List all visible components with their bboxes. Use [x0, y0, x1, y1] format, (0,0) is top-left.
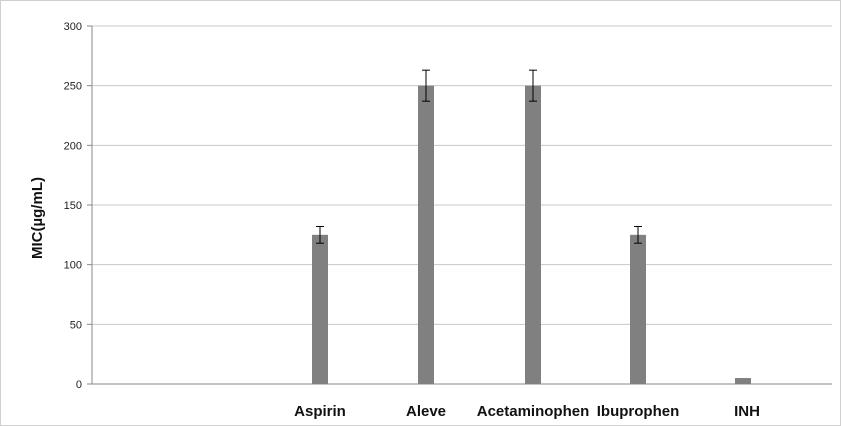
y-tick-label: 250	[64, 81, 82, 93]
category-label-aleve: Aleve	[406, 403, 446, 420]
y-tick-label: 150	[64, 200, 82, 212]
y-tick-label: 100	[64, 260, 82, 272]
category-label-ibuprophen: Ibuprophen	[597, 403, 680, 420]
y-tick-label: 0	[76, 379, 82, 391]
y-tick-label: 200	[64, 140, 82, 152]
category-label-aspirin: Aspirin	[294, 403, 346, 420]
bar-ibuprophen	[630, 235, 646, 384]
y-tick-label: 50	[70, 319, 82, 331]
bar-aspirin	[312, 235, 328, 384]
bar-acetaminophen	[525, 86, 541, 384]
bar-aleve	[418, 86, 434, 384]
category-label-inh: INH	[734, 403, 760, 420]
y-axis-title: MIC(µg/mL)	[29, 177, 46, 259]
category-label-acetaminophen: Acetaminophen	[477, 403, 590, 420]
y-tick-label: 300	[64, 21, 82, 33]
bar-inh	[735, 378, 751, 384]
